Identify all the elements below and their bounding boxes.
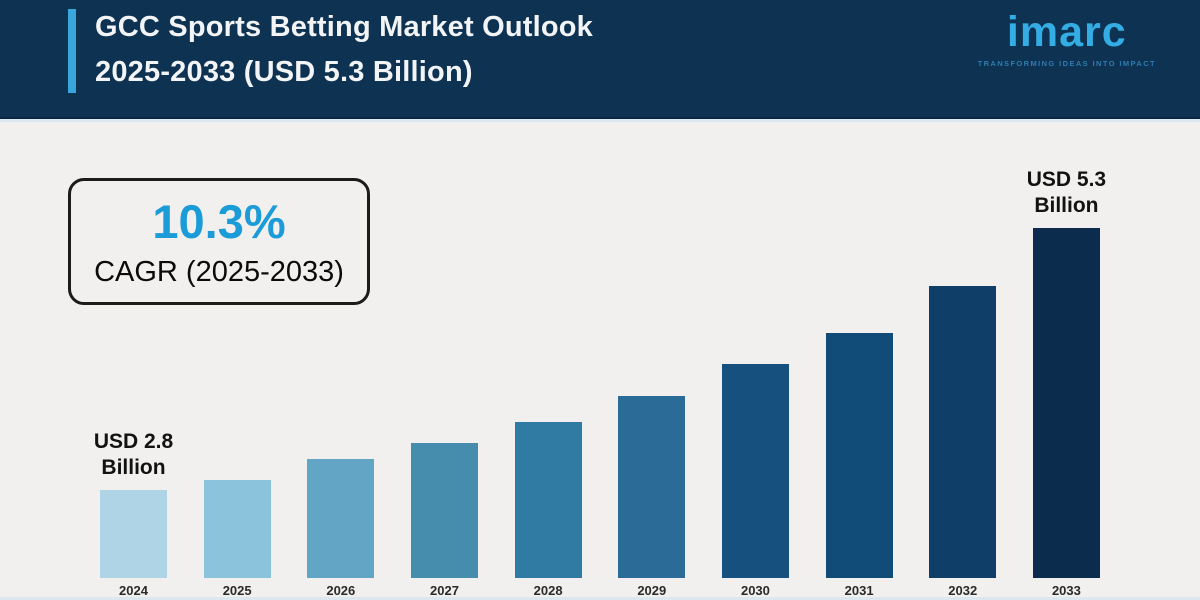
bar-slot-2033: USD 5.3 Billion 2033 — [1027, 168, 1106, 598]
bar-year-label-2031: 2031 — [844, 583, 874, 598]
bar-slot-2030: 2030 — [721, 222, 789, 598]
bar-2027 — [410, 442, 478, 578]
bar-year-label-2028: 2028 — [533, 583, 563, 598]
title-line-2: 2025-2033 (USD 5.3 Billion) — [95, 56, 473, 88]
footer-divider — [0, 597, 1200, 600]
imarc-logo: imarc TRANSFORMING IDEAS INTO IMPACT — [978, 6, 1156, 68]
bar-2026 — [307, 458, 375, 578]
bar-year-label-2033: 2033 — [1051, 583, 1081, 598]
bar-chart: USD 2.8 Billion 2024 2025 2026 2027 2028 2029 2… — [94, 168, 1106, 598]
bar-slot-2029: 2029 — [618, 222, 686, 598]
cagr-value: 10.3% — [152, 194, 286, 248]
bar-year-label-2032: 2032 — [948, 583, 978, 598]
bar-2033 — [1032, 228, 1100, 578]
bar-slot-2025: 2025 — [203, 222, 271, 598]
title-line-1: GCC Sports Betting Market Outlook — [95, 11, 594, 43]
bar-2028 — [514, 421, 582, 578]
bar-value-label-2033: USD 5.3 Billion — [1026, 168, 1107, 217]
bar-slot-2024: USD 2.8 Billion 2024 — [94, 222, 173, 598]
bar-year-label-2026: 2026 — [326, 583, 356, 598]
bar-slot-2027: 2027 — [410, 222, 478, 598]
bar-year-label-2030: 2030 — [740, 583, 770, 598]
logo-wordmark: imarc — [1006, 8, 1127, 56]
header-divider — [0, 119, 1200, 122]
title-accent-bar — [68, 9, 76, 93]
bar-slot-2032: 2032 — [929, 222, 997, 598]
bar-slot-2026: 2026 — [307, 222, 375, 598]
bar-2030 — [721, 364, 789, 578]
bar-slot-2031: 2031 — [825, 222, 893, 598]
bar-slot-2028: 2028 — [514, 222, 582, 598]
cagr-badge: 10.3% CAGR (2025-2033) — [68, 178, 370, 305]
bar-year-label-2025: 2025 — [222, 583, 252, 598]
bar-year-label-2027: 2027 — [430, 583, 459, 598]
page-title: GCC Sports Betting Market Outlook 2025-2… — [95, 5, 593, 95]
bar-value-label-2024: USD 2.8 Billion — [93, 430, 174, 479]
bar-2031 — [825, 332, 893, 578]
header: GCC Sports Betting Market Outlook 2025-2… — [0, 0, 1200, 119]
bar-year-label-2029: 2029 — [637, 583, 667, 598]
cagr-label: CAGR (2025-2033) — [94, 255, 344, 288]
bar-2032 — [929, 285, 997, 578]
bar-2029 — [618, 395, 686, 578]
logo-tagline: TRANSFORMING IDEAS INTO IMPACT — [977, 59, 1156, 68]
bar-year-label-2024: 2024 — [119, 583, 148, 598]
bar-2025 — [203, 479, 271, 578]
bar-2024 — [100, 490, 167, 578]
